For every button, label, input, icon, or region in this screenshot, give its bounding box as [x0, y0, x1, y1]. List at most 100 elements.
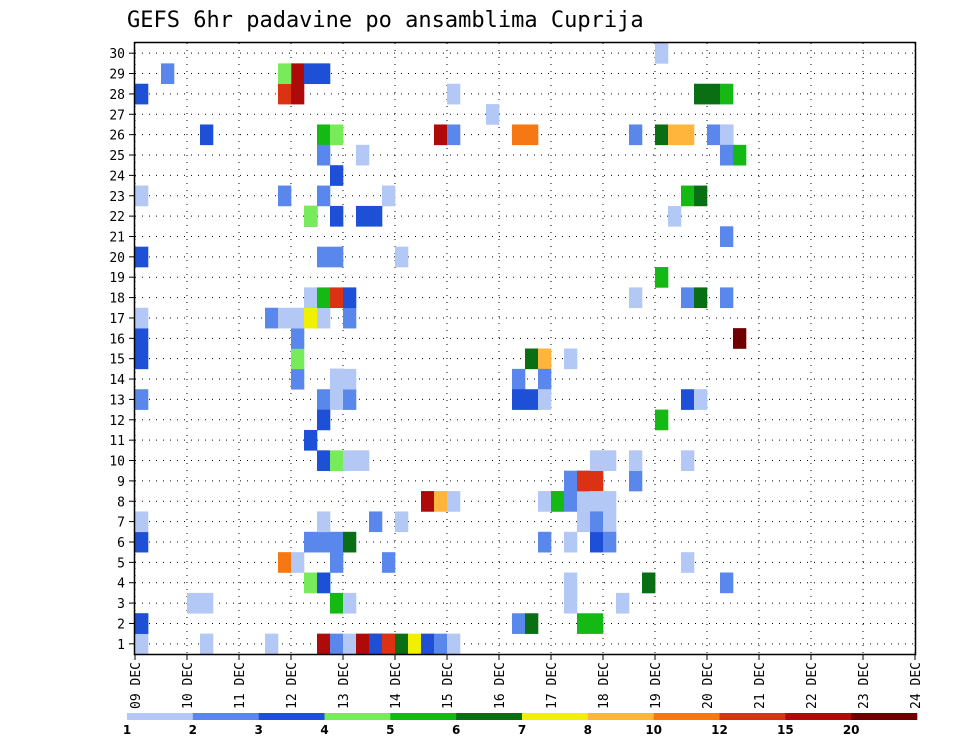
precip-cell	[395, 246, 409, 268]
precip-cell	[434, 633, 448, 655]
precip-cell	[317, 144, 331, 166]
y-tick-label: 25	[109, 149, 125, 164]
colorbar-swatch	[785, 713, 852, 720]
precip-cell	[317, 185, 331, 207]
y-tick-label: 23	[109, 190, 125, 205]
precip-cell	[278, 552, 292, 573]
precip-cell	[343, 531, 357, 553]
colorbar-label: 10	[645, 723, 662, 737]
precip-cell	[382, 633, 396, 655]
y-tick-label: 21	[109, 230, 125, 245]
precip-cell	[382, 552, 396, 573]
precip-cell	[590, 613, 604, 634]
precip-cell	[512, 613, 526, 634]
colorbar-swatch	[390, 713, 457, 720]
x-tick-label: 17 DEC	[545, 662, 560, 709]
precip-cell	[681, 287, 695, 309]
precip-cell	[720, 226, 734, 247]
x-axis: 09 DEC 10 DEC 11 DEC 12 DEC 13 DEC 14 DEC 15 D…	[129, 654, 924, 709]
precip-cell	[564, 491, 578, 512]
precip-cell	[317, 531, 331, 553]
precip-cell	[603, 450, 617, 471]
precip-cell	[616, 592, 630, 614]
x-tick-label: 12 DEC	[285, 662, 300, 709]
precip-cell	[655, 43, 669, 64]
precip-cell	[304, 531, 318, 553]
precip-cell	[434, 124, 448, 146]
precip-cell	[317, 287, 331, 309]
colorbar-swatch	[258, 713, 325, 720]
colorbar-swatch	[653, 713, 720, 720]
x-tick-label: 14 DEC	[389, 662, 404, 709]
x-tick-label: 11 DEC	[233, 662, 248, 709]
precip-cell	[577, 491, 591, 512]
colorbar-swatch	[851, 713, 918, 720]
precip-cell	[538, 348, 552, 370]
precip-cell	[278, 83, 292, 105]
precip-cell	[265, 307, 279, 329]
precip-cell	[551, 491, 565, 512]
precip-cell	[525, 348, 539, 370]
precip-cell	[668, 124, 682, 146]
precip-cell	[278, 307, 292, 329]
y-tick-label: 11	[109, 434, 125, 449]
precip-cell	[629, 470, 643, 492]
colorbar-label: 5	[386, 723, 394, 737]
y-tick-label: 19	[109, 271, 125, 286]
y-tick-label: 13	[109, 393, 125, 408]
precip-cell	[421, 491, 435, 512]
colorbar-label: 7	[518, 723, 526, 737]
y-tick-label: 14	[109, 373, 125, 388]
precip-cell	[304, 287, 318, 309]
precip-cell	[330, 124, 344, 146]
precip-cell	[577, 470, 591, 492]
precip-cell	[317, 63, 331, 85]
precip-cell	[590, 511, 604, 533]
precip-cell	[317, 307, 331, 329]
y-tick-label: 17	[109, 312, 125, 327]
precip-cell	[304, 429, 318, 451]
colorbar-swatch	[522, 713, 589, 720]
x-tick-label: 24 DEC	[909, 662, 924, 709]
y-tick-label: 4	[117, 577, 125, 592]
colorbar-swatch	[719, 713, 786, 720]
colorbar-swatch	[587, 713, 654, 720]
x-tick-label: 23 DEC	[857, 662, 872, 709]
precip-cell	[707, 83, 721, 105]
precip-cell	[356, 450, 370, 471]
precip-cell	[356, 205, 370, 227]
precip-cell	[291, 552, 305, 573]
precip-cell	[564, 572, 578, 594]
precip-cell	[135, 185, 149, 207]
precip-cell	[135, 83, 149, 105]
precip-cell	[317, 572, 331, 594]
y-tick-label: 30	[109, 47, 125, 62]
precip-cell	[577, 613, 591, 634]
precip-cell	[330, 246, 344, 268]
precip-cell	[512, 124, 526, 146]
precip-cell	[135, 307, 149, 329]
precip-cell	[655, 267, 669, 288]
precip-cell	[694, 83, 708, 105]
precip-cell	[512, 389, 526, 410]
precip-cell	[525, 389, 539, 410]
precip-cell	[330, 633, 344, 655]
y-tick-label: 6	[117, 536, 125, 551]
precip-cell	[655, 124, 669, 146]
precip-cell	[369, 511, 383, 533]
precip-cell	[447, 491, 461, 512]
colorbar-swatch	[192, 713, 259, 720]
y-tick-label: 24	[109, 169, 125, 184]
precip-cell	[733, 144, 747, 166]
y-tick-label: 8	[117, 495, 125, 510]
colorbar-swatch	[324, 713, 391, 720]
precip-cell	[629, 287, 643, 309]
y-tick-label: 10	[109, 455, 125, 470]
precip-cell	[330, 205, 344, 227]
precip-cell	[330, 552, 344, 573]
precip-cell	[720, 572, 734, 594]
precip-cell	[291, 307, 305, 329]
precip-cell	[135, 328, 149, 349]
precip-cell	[382, 185, 396, 207]
